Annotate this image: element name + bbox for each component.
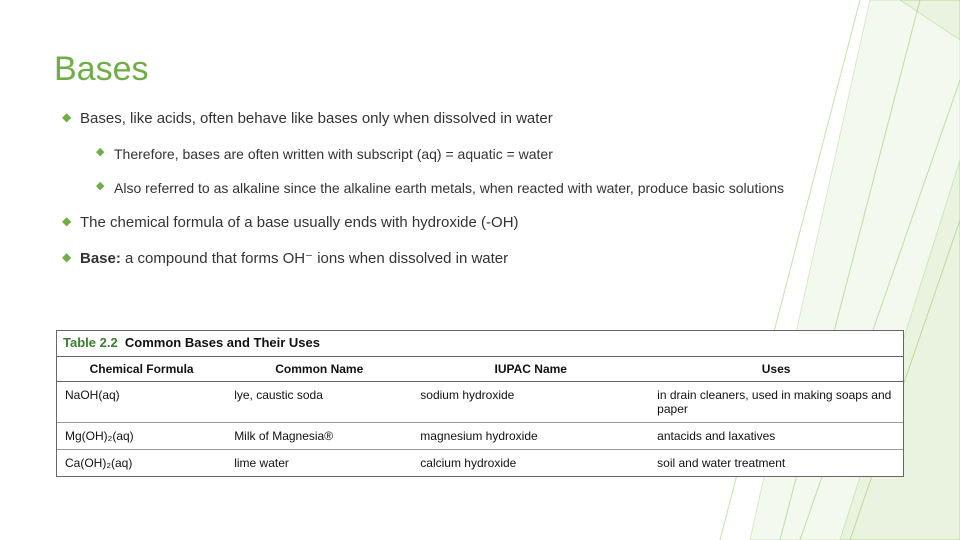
table-cell: NaOH(aq) (57, 382, 226, 423)
bullet-text: The chemical formula of a base usually e… (80, 212, 872, 234)
bullet-l2: ◆Also referred to as alkaline since the … (96, 178, 872, 198)
table-cell: magnesium hydroxide (412, 423, 649, 450)
table-row: Mg(OH)₂(aq)Milk of Magnesia®magnesium hy… (57, 423, 903, 450)
bullet-bold-prefix: Base: (80, 250, 121, 267)
table-row: NaOH(aq)lye, caustic sodasodium hydroxid… (57, 382, 903, 423)
table-number: Table 2.2 (63, 335, 118, 350)
bullet-list: ◆Bases, like acids, often behave like ba… (62, 108, 872, 284)
table-cell: in drain cleaners, used in making soaps … (649, 382, 903, 423)
table-cell: soil and water treatment (649, 450, 903, 477)
bullet-text: Bases, like acids, often behave like bas… (80, 108, 872, 130)
bullet-marker-icon: ◆ (62, 212, 80, 230)
table-caption: Common Bases and Their Uses (125, 335, 320, 350)
bullet-l1: ◆Base: a compound that forms OH⁻ ions wh… (62, 248, 872, 270)
bullet-l1: ◆The chemical formula of a base usually … (62, 212, 872, 234)
table-cell: Mg(OH)₂(aq) (57, 423, 226, 450)
table-header-cell: IUPAC Name (412, 357, 649, 382)
bullet-l1: ◆Bases, like acids, often behave like ba… (62, 108, 872, 130)
bullet-text: Therefore, bases are often written with … (114, 144, 872, 164)
bullet-text: Base: a compound that forms OH⁻ ions whe… (80, 248, 872, 270)
bases-table-container: Table 2.2 Common Bases and Their Uses Ch… (56, 330, 904, 477)
table-cell: calcium hydroxide (412, 450, 649, 477)
bases-table: Chemical FormulaCommon NameIUPAC NameUse… (57, 356, 903, 476)
bullet-marker-icon: ◆ (62, 248, 80, 266)
table-header-cell: Common Name (226, 357, 412, 382)
table-cell: Ca(OH)₂(aq) (57, 450, 226, 477)
table-header-cell: Uses (649, 357, 903, 382)
slide: Bases ◆Bases, like acids, often behave l… (0, 0, 960, 540)
bullet-marker-icon: ◆ (96, 144, 114, 162)
bullet-marker-icon: ◆ (96, 178, 114, 196)
table-cell: antacids and laxatives (649, 423, 903, 450)
table-header-cell: Chemical Formula (57, 357, 226, 382)
slide-title: Bases (54, 50, 149, 89)
table-row: Ca(OH)₂(aq)lime watercalcium hydroxideso… (57, 450, 903, 477)
table-cell: Milk of Magnesia® (226, 423, 412, 450)
bullet-marker-icon: ◆ (62, 108, 80, 126)
bullet-text: Also referred to as alkaline since the a… (114, 178, 872, 198)
table-cell: lime water (226, 450, 412, 477)
bullet-l2: ◆Therefore, bases are often written with… (96, 144, 872, 164)
table-title: Table 2.2 Common Bases and Their Uses (57, 331, 903, 356)
table-cell: lye, caustic soda (226, 382, 412, 423)
table-cell: sodium hydroxide (412, 382, 649, 423)
